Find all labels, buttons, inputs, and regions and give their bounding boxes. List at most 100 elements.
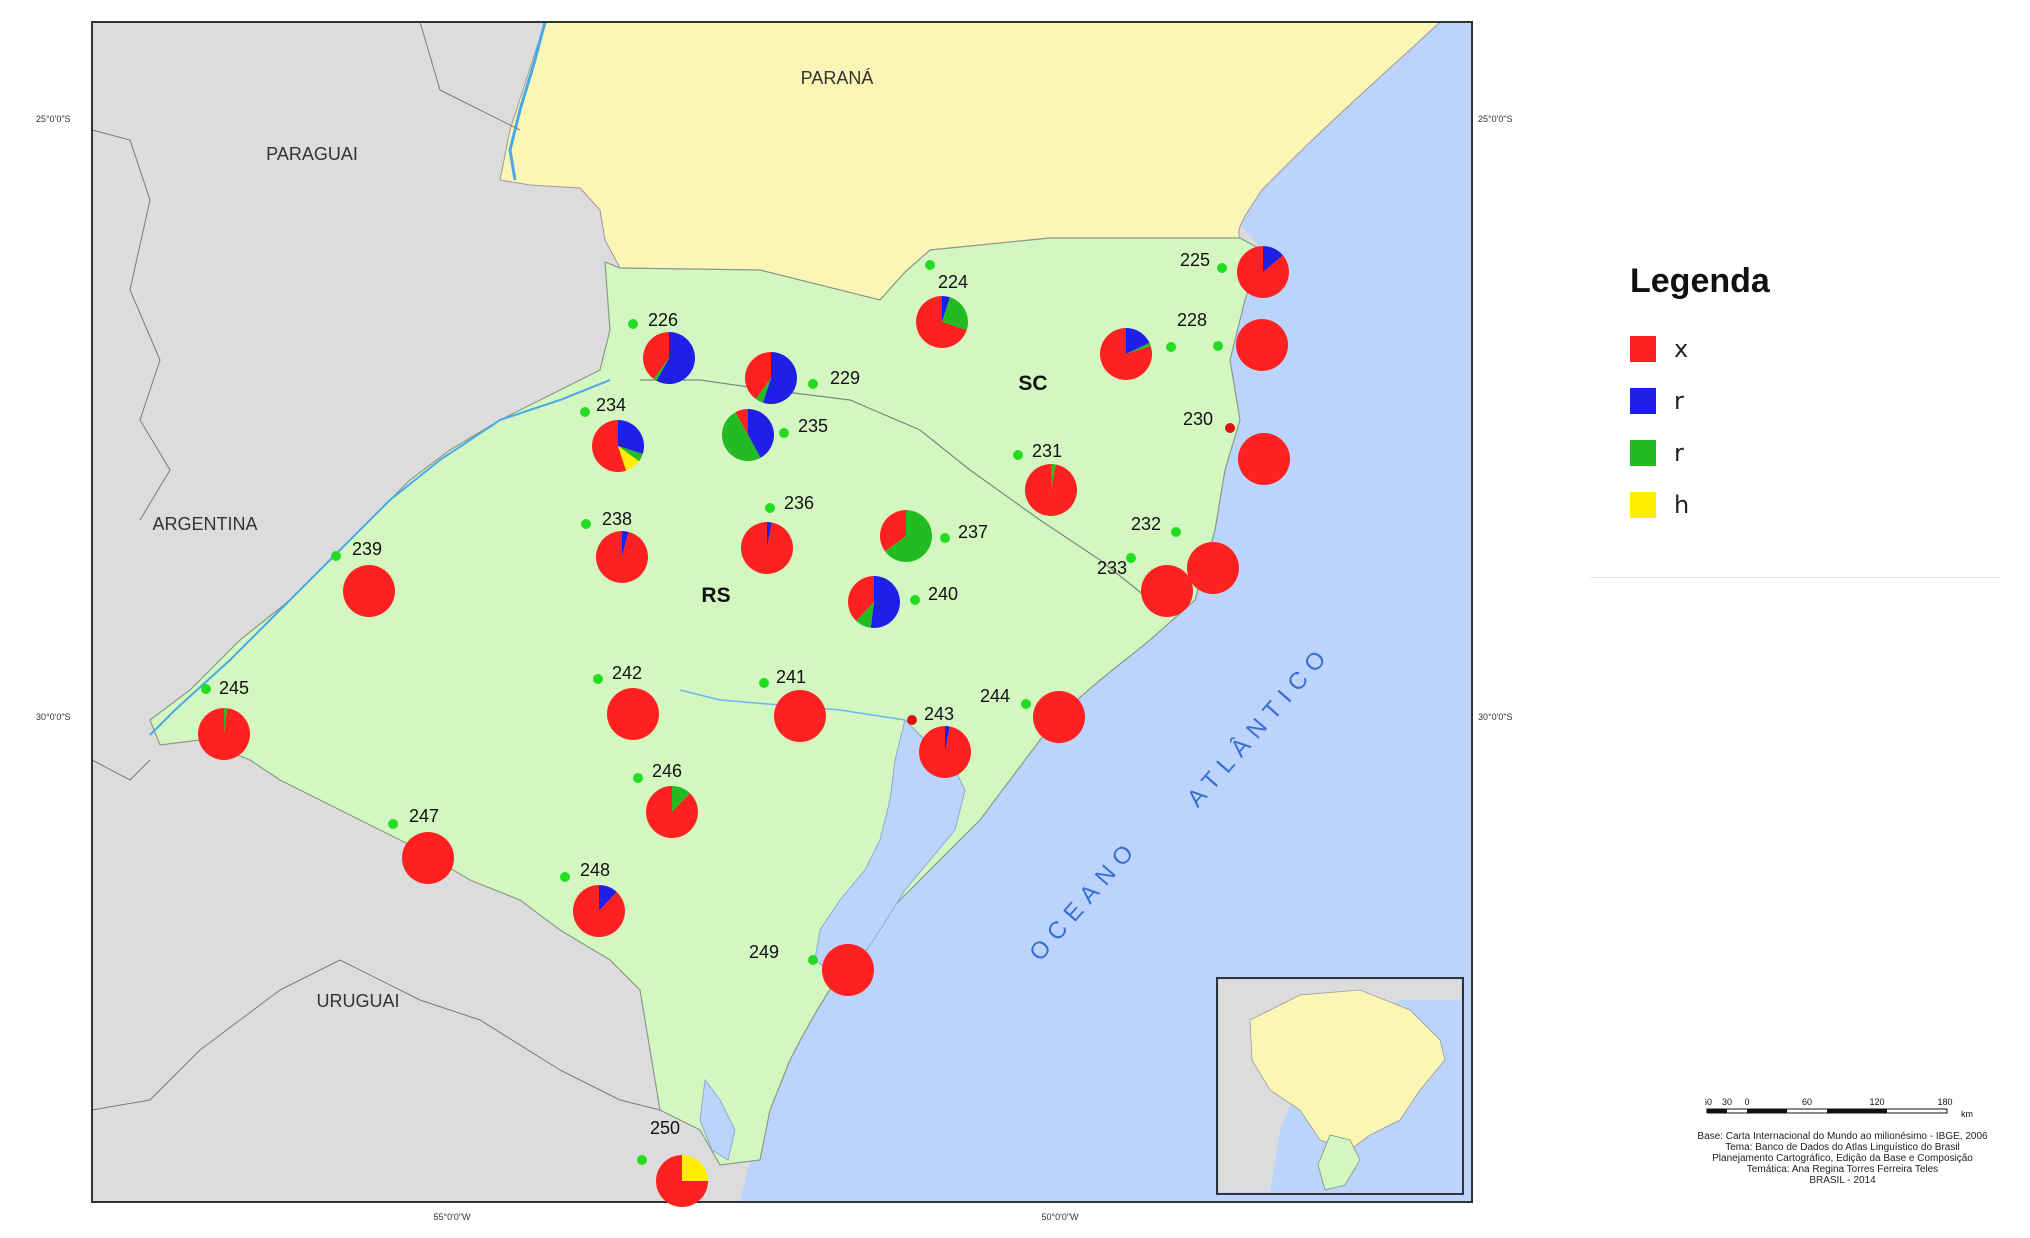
point-236: 236 xyxy=(741,493,814,574)
point-label: 224 xyxy=(938,272,968,292)
point-label: 233 xyxy=(1097,558,1127,578)
pie-slice-x xyxy=(741,522,794,574)
point-230: 230 xyxy=(1183,409,1290,485)
point-233: 233 xyxy=(1097,553,1193,617)
point-249: 249 xyxy=(749,942,874,996)
pie-slice-r-blue xyxy=(1126,328,1150,354)
point-dot xyxy=(1225,423,1235,433)
pie-slice-x xyxy=(880,510,906,552)
point-dot xyxy=(1166,342,1176,352)
legend-label-r-blue: r xyxy=(1674,387,1684,415)
legend-label-h: h xyxy=(1674,491,1690,519)
pie-slice-r-green xyxy=(224,708,228,734)
scale-tick-30: 30 xyxy=(1722,1097,1732,1107)
point-label: 228 xyxy=(1177,310,1207,330)
inset-map xyxy=(1216,977,1464,1195)
credit-line: Tema: Banco de Dados do Atlas Linguístic… xyxy=(1725,1142,1960,1153)
uruguay-river xyxy=(149,379,611,736)
point-247: 247 xyxy=(388,806,454,884)
point-235: 235 xyxy=(721,409,828,462)
lat30-left-label: 30°0'0"S xyxy=(36,712,71,722)
parana-label: PARANÁ xyxy=(801,68,874,88)
point-dot xyxy=(637,1155,647,1165)
lat25-left-label: 25°0'0"S xyxy=(36,114,71,124)
pie-slice-x xyxy=(1237,246,1289,299)
point-label: 234 xyxy=(596,395,626,415)
legend-item-x: x xyxy=(1630,323,2010,375)
point-dot xyxy=(1171,527,1181,537)
pie-slice-r-green xyxy=(942,297,969,331)
pie-slice-r-blue xyxy=(870,576,900,628)
point-237: 237 xyxy=(880,510,988,562)
point-label: 240 xyxy=(928,584,958,604)
pie-slice-r-green xyxy=(653,358,669,381)
points-layer: 224 225 226 227228 229 230 231 232 233 234 235 236 2… xyxy=(198,246,1290,1207)
point-label: 237 xyxy=(958,522,988,542)
point-224: 224 xyxy=(916,260,969,349)
lat25-right-label: 25°0'0"S xyxy=(1478,114,1513,124)
point-245: 245 xyxy=(198,678,251,761)
point-239: 239 xyxy=(331,539,395,617)
point-226: 226 xyxy=(628,310,695,384)
pie-slice-x xyxy=(643,332,669,380)
point-label: 245 xyxy=(219,678,249,698)
rs-label: RS xyxy=(701,584,730,607)
pie-slice-r-blue xyxy=(618,420,644,455)
parana-river xyxy=(508,21,547,181)
paraguai-label: PARAGUAI xyxy=(266,144,358,164)
credit-line: Base: Carta Internacional do Mundo ao mi… xyxy=(1697,1131,1988,1142)
point-dot xyxy=(765,503,775,513)
legend-item-r-green: r xyxy=(1630,427,2010,479)
pie-slice-x xyxy=(607,688,659,740)
point-dot xyxy=(808,955,818,965)
point-dot xyxy=(560,872,570,882)
point-dot xyxy=(388,819,398,829)
pie-slice-r-green xyxy=(1126,342,1151,354)
pie-slice-r-blue xyxy=(945,726,950,752)
pie-slice-r-green xyxy=(856,602,874,628)
lat30-right-label: 30°0'0"S xyxy=(1478,712,1513,722)
point-label: 231 xyxy=(1032,441,1062,461)
point-label: 241 xyxy=(776,667,806,687)
pie-slice-x xyxy=(1025,464,1078,517)
pie-slice-h xyxy=(682,1155,708,1181)
point-label: 247 xyxy=(409,806,439,826)
point-dot xyxy=(331,551,341,561)
point-231: 231 xyxy=(1013,441,1078,517)
scale-tick-0: 0 xyxy=(1744,1097,1749,1107)
pie-slice-x xyxy=(656,1155,708,1207)
point-dot xyxy=(907,715,917,725)
point-250: 250 xyxy=(637,1118,708,1207)
point-241: 241 xyxy=(759,667,826,742)
point-dot xyxy=(759,678,769,688)
point-label: 246 xyxy=(652,761,682,781)
point-label: 249 xyxy=(749,942,779,962)
point-label: 236 xyxy=(784,493,814,513)
credit-line: Planejamento Cartográfico, Edição da Bas… xyxy=(1712,1153,1973,1164)
point-label: 232 xyxy=(1131,514,1161,534)
point-234: 234 xyxy=(580,395,644,472)
point-label: 226 xyxy=(648,310,678,330)
point-dot xyxy=(581,519,591,529)
pie-slice-x xyxy=(646,786,699,838)
point-dot xyxy=(910,595,920,605)
scale-tick-60: 60 xyxy=(1802,1097,1812,1107)
pie-slice-r-blue xyxy=(942,296,951,322)
point-label: 229 xyxy=(830,368,860,388)
point-label: 230 xyxy=(1183,409,1213,429)
lon50-label: 50°0'0"W xyxy=(1041,1212,1079,1222)
point-dot xyxy=(1126,553,1136,563)
credit-line: Temática: Ana Regina Torres Ferreira Tel… xyxy=(1746,1164,1939,1175)
legend-swatch-x xyxy=(1630,336,1656,362)
credit-line: BRASIL - 2014 xyxy=(1809,1175,1876,1186)
pie-slice-r-green xyxy=(672,786,690,812)
pie-slice-r-blue xyxy=(762,352,798,404)
argentina-label: ARGENTINA xyxy=(152,514,257,534)
pie-slice-x xyxy=(596,531,649,583)
point-229: 229 xyxy=(745,352,860,404)
point-246: 246 xyxy=(633,761,699,838)
point-label: 238 xyxy=(602,509,632,529)
pie-slice-r-blue xyxy=(656,332,695,384)
point-label: 242 xyxy=(612,663,642,683)
